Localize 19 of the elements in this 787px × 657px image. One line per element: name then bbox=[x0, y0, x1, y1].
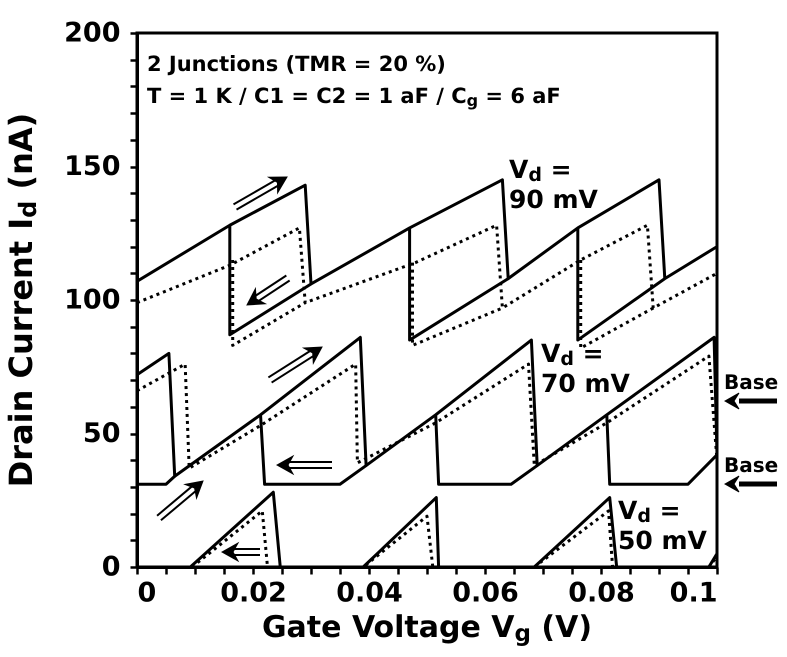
x-tick-label: 0.04 bbox=[336, 578, 403, 608]
text: T = 1 K / C1 = C2 = 1 aF / C$_{g}$ = 6 aF bbox=[147, 84, 561, 110]
x-axis-title: Gate Voltage V$_{g}$ (V) bbox=[262, 610, 592, 647]
x-tick-label: 0.1 bbox=[670, 578, 718, 608]
text: Base bbox=[724, 453, 778, 477]
annotation: V$_{d}$ = 50 mV bbox=[618, 496, 708, 555]
x-tick-label: 0 bbox=[138, 578, 156, 608]
y-tick-label: 150 bbox=[64, 151, 120, 182]
text: Base bbox=[724, 370, 778, 394]
x-tick-label: 0.02 bbox=[220, 578, 287, 608]
x-tick-label: 0.08 bbox=[568, 578, 635, 608]
text: 2 Junctions (TMR = 20 %) bbox=[147, 52, 446, 76]
annotation: V$_{d}$ = 70 mV bbox=[541, 339, 631, 398]
x-tick-label: 0.06 bbox=[452, 578, 519, 608]
annotation: V$_{d}$ = 90 mV bbox=[509, 155, 599, 214]
y-tick-label: 200 bbox=[64, 18, 120, 48]
y-tick-label: 50 bbox=[82, 418, 120, 449]
y-tick-label: 100 bbox=[64, 284, 120, 316]
y-tick-label: 0 bbox=[102, 552, 120, 582]
